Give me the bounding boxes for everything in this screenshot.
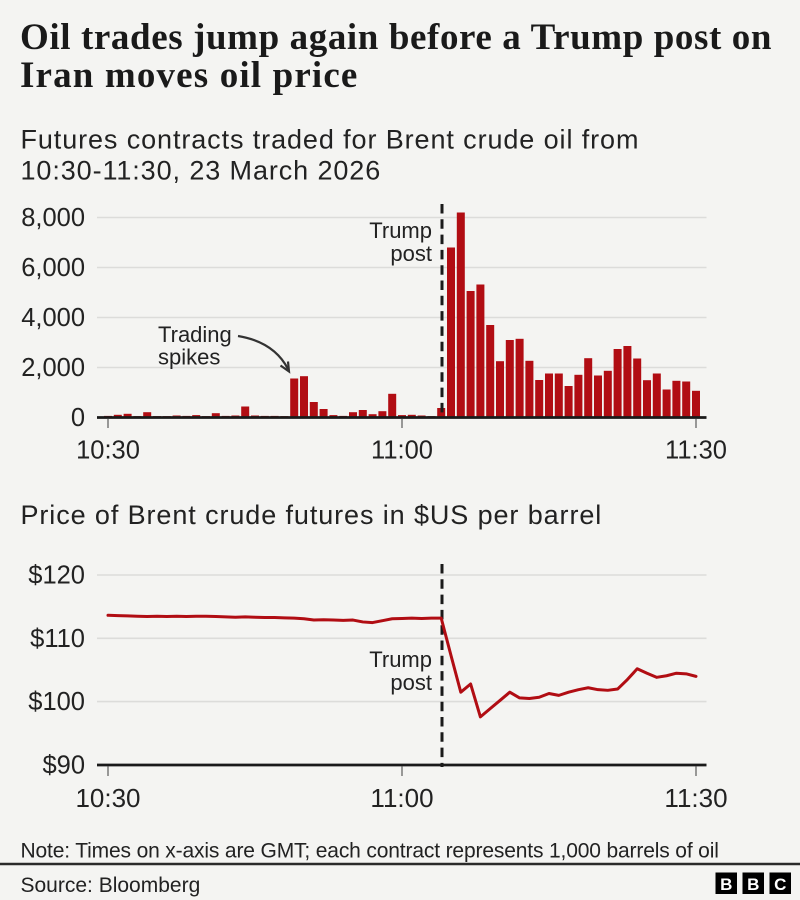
svg-text:Price of Brent crude futures i: Price of Brent crude futures in $US per … xyxy=(21,500,603,530)
svg-text:11:30: 11:30 xyxy=(664,783,727,813)
svg-text:post: post xyxy=(390,241,432,266)
svg-text:Trump: Trump xyxy=(369,218,432,243)
svg-text:10:30: 10:30 xyxy=(75,783,140,813)
svg-text:Trading: Trading xyxy=(158,322,232,347)
svg-text:0: 0 xyxy=(71,404,85,432)
svg-text:$110: $110 xyxy=(30,625,85,653)
svg-text:2,000: 2,000 xyxy=(21,354,85,382)
svg-text:Futures contracts traded for B: Futures contracts traded for Brent crude… xyxy=(21,125,640,155)
svg-text:$90: $90 xyxy=(42,752,85,780)
svg-text:11:00: 11:00 xyxy=(370,783,433,813)
svg-text:4,000: 4,000 xyxy=(21,304,85,332)
svg-text:Note: Times on x-axis are GMT;: Note: Times on x-axis are GMT; each cont… xyxy=(21,840,719,863)
svg-text:11:00: 11:00 xyxy=(371,437,433,465)
svg-text:Source: Bloomberg: Source: Bloomberg xyxy=(21,874,201,897)
svg-text:Iran moves oil price: Iran moves oil price xyxy=(20,55,358,96)
svg-text:11:30: 11:30 xyxy=(665,437,727,465)
svg-text:Trump: Trump xyxy=(369,647,432,672)
svg-text:8,000: 8,000 xyxy=(21,204,85,232)
svg-text:B: B xyxy=(720,875,732,894)
svg-text:10:30-11:30, 23 March 2026: 10:30-11:30, 23 March 2026 xyxy=(21,156,382,186)
svg-text:post: post xyxy=(390,670,432,695)
svg-text:$120: $120 xyxy=(28,562,85,590)
svg-text:$100: $100 xyxy=(28,688,85,716)
svg-text:C: C xyxy=(774,875,786,894)
svg-text:spikes: spikes xyxy=(158,345,220,370)
svg-text:Oil trades jump again before a: Oil trades jump again before a Trump pos… xyxy=(20,17,772,58)
svg-text:6,000: 6,000 xyxy=(21,254,85,282)
svg-text:10:30: 10:30 xyxy=(76,437,140,465)
svg-text:B: B xyxy=(747,875,759,894)
